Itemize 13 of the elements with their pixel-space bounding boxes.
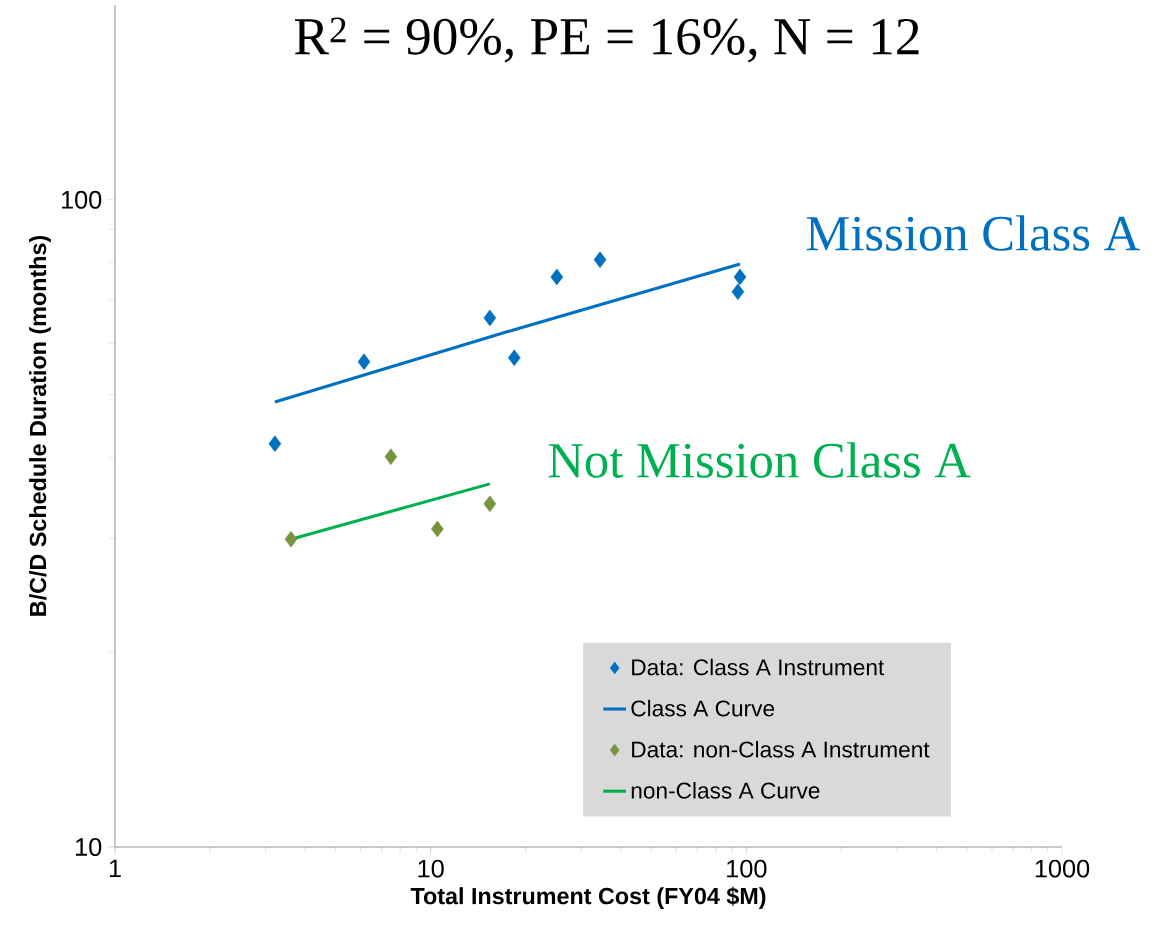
- x-tick-label: 1000: [1035, 859, 1090, 878]
- legend-label: Class A Curve: [631, 699, 775, 717]
- x-tick-label: 10: [418, 859, 444, 878]
- legend-label: Data: non-Class A Instrument: [632, 740, 930, 758]
- chart-title: R$^{2}$ = 90%, PE = 16%, N = 12: [294, 17, 919, 63]
- x-tick-label: 1: [109, 859, 121, 878]
- legend-label: Data: Class A Instrument: [632, 658, 885, 676]
- annotation: Mission Class A: [806, 215, 1140, 251]
- annotation: Not Mission Class A: [548, 442, 971, 478]
- y-axis-title: B/C/D Schedule Duration (months): [29, 235, 51, 616]
- legend-label: non-Class A Curve: [631, 782, 820, 799]
- x-axis-title: Total Instrument Cost (FY04 $M): [410, 886, 766, 909]
- x-tick-label: 100: [727, 859, 767, 878]
